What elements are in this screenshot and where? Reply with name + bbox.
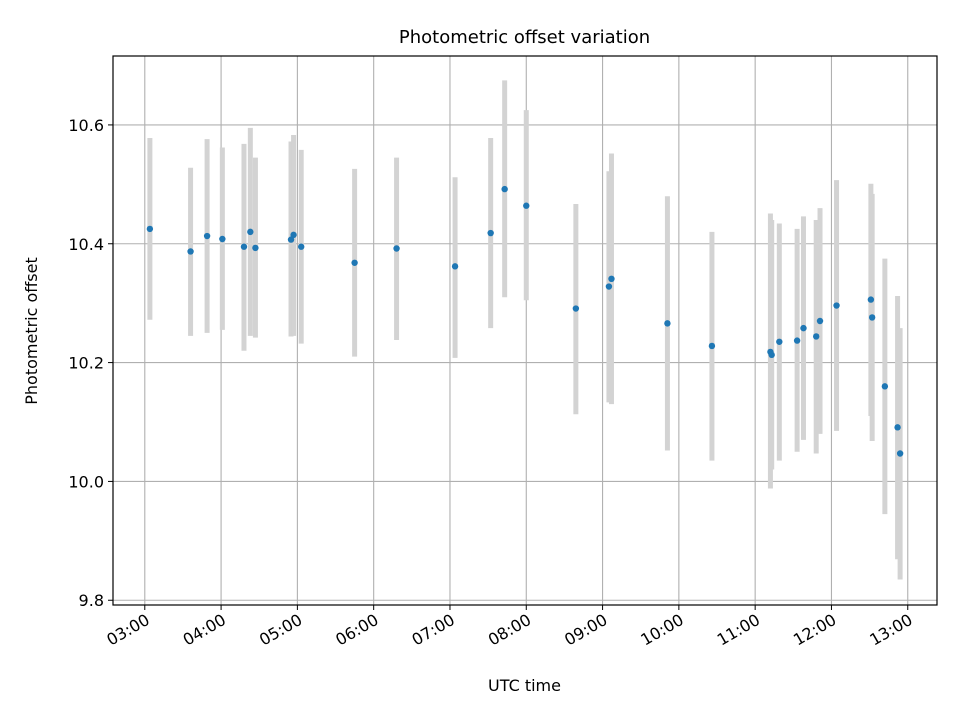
data-point [800,324,807,332]
data-point [240,243,248,250]
data-point [501,185,508,193]
y-tick-label: 10.6 [68,116,104,135]
data-point [608,275,615,283]
data-point [146,225,154,233]
data-point [187,248,194,255]
data-point [664,320,671,327]
data-point [451,263,459,270]
data-point [287,236,295,243]
x-tick-label: 03:00 [103,610,152,650]
data-point [894,424,901,431]
x-tick-label: 10:00 [637,610,686,650]
data-point [793,337,801,344]
data-point [487,229,494,237]
data-points [146,185,904,457]
y-axis-label: Photometric offset [22,257,41,405]
x-tick-label: 06:00 [332,610,381,650]
y-tick-label: 10.0 [68,472,104,491]
x-tick-label: 13:00 [866,610,915,650]
data-point [203,232,211,240]
data-point [833,302,840,309]
y-tick-label: 10.2 [68,354,104,373]
x-tick-label: 04:00 [180,610,229,650]
x-axis-label: UTC time [488,676,561,695]
data-point [252,244,259,252]
x-tick-label: 08:00 [485,610,534,650]
chart-title: Photometric offset variation [399,27,650,48]
error-bars [147,80,903,580]
data-point [605,283,613,290]
data-point [572,305,580,312]
data-point [523,202,530,209]
y-tick-label: 10.4 [68,235,104,254]
data-point [290,231,297,239]
plot-frame [112,55,938,606]
x-tick-label: 07:00 [409,610,458,650]
data-point [812,333,820,340]
data-point [881,383,889,390]
data-point [247,228,254,236]
y-axis-ticks: 9.8 10.0 10.2 10.4 10.6 [68,116,113,610]
data-point [708,342,716,350]
data-point [867,296,875,303]
data-point [297,243,305,250]
x-tick-label: 09:00 [561,610,610,650]
x-tick-label: 05:00 [256,610,305,650]
data-point [393,245,400,252]
data-point [351,259,358,266]
data-point [768,351,775,359]
x-tick-label: 11:00 [714,610,763,650]
y-tick-label: 9.8 [79,591,104,610]
data-point [868,314,876,321]
data-point [219,235,226,243]
data-point [896,450,904,457]
x-axis-ticks: 03:00 04:00 05:00 06:00 07:00 08:00 09:00 10:00… [103,605,916,650]
data-point [776,338,783,345]
x-tick-label: 12:00 [790,610,839,650]
data-point [816,317,824,325]
